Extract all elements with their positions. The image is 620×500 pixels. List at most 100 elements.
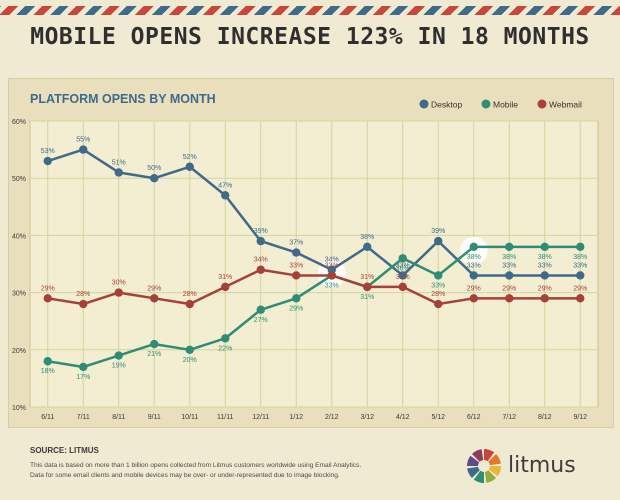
footnote-line-1: This data is based on more than 1 billio…: [30, 462, 362, 469]
data-point-mobile: [576, 242, 585, 252]
data-label-mobile: 18%: [41, 368, 55, 375]
data-label-mobile: 38%: [538, 254, 552, 261]
source-label: SOURCE: LITMUS: [30, 446, 99, 455]
data-point-webmail: [221, 282, 230, 292]
data-label-desktop: 34%: [325, 257, 339, 264]
data-label-desktop: 50%: [147, 165, 161, 172]
data-label-desktop: 51%: [112, 159, 126, 166]
data-point-desktop: [469, 271, 478, 280]
data-point-desktop: [576, 271, 585, 280]
data-label-desktop: 47%: [218, 182, 232, 189]
y-tick-label: 50%: [12, 176, 26, 183]
data-label-webmail: 29%: [573, 285, 587, 292]
x-tick-label: 7/12: [502, 414, 516, 421]
footnote-line-2: Data for some email clients and mobile d…: [30, 472, 340, 479]
data-point-desktop: [398, 271, 407, 280]
data-label-webmail: 29%: [41, 285, 55, 292]
data-point-webmail: [576, 294, 585, 303]
data-point-desktop: [434, 236, 443, 246]
wheel-segment: [473, 470, 484, 483]
data-point-mobile: [221, 334, 230, 343]
data-label-desktop: 38%: [360, 234, 374, 241]
data-point-mobile: [256, 305, 265, 314]
x-tick-label: 2/12: [325, 414, 339, 421]
data-point-desktop: [221, 191, 230, 200]
data-point-webmail: [256, 265, 265, 274]
data-label-desktop: 33%: [573, 262, 587, 269]
wheel-segment: [467, 455, 480, 466]
x-tick-label: 1/12: [289, 414, 303, 421]
litmus-wheel-icon: [467, 449, 501, 483]
data-point-webmail: [79, 299, 88, 309]
data-label-mobile: 21%: [147, 351, 161, 358]
x-tick-label: 10/11: [181, 414, 198, 421]
legend-label: Mobile: [493, 100, 518, 110]
x-tick-label: 6/12: [467, 414, 481, 421]
data-label-desktop: 52%: [183, 154, 197, 161]
data-label-mobile: 29%: [289, 305, 303, 312]
data-label-mobile: 17%: [76, 374, 90, 381]
data-point-webmail: [292, 271, 301, 280]
data-point-webmail: [114, 288, 123, 297]
data-point-mobile: [505, 242, 514, 252]
data-point-webmail: [469, 294, 478, 303]
data-point-mobile: [398, 254, 407, 263]
data-point-desktop: [505, 271, 514, 280]
series-line-desktop: [47, 148, 581, 277]
data-label-mobile: 19%: [112, 363, 126, 370]
legend-label: Webmail: [549, 100, 582, 110]
data-label-webmail: 28%: [76, 291, 90, 298]
y-tick-label: 60%: [12, 119, 26, 126]
data-label-mobile: 36%: [396, 265, 410, 272]
y-tick-label: 30%: [12, 291, 26, 298]
wheel-segment: [484, 449, 495, 462]
data-point-desktop: [292, 248, 301, 257]
data-label-desktop: 39%: [431, 228, 445, 235]
data-label-desktop: 33%: [538, 262, 552, 269]
data-point-webmail: [185, 299, 194, 309]
legend-marker: [481, 99, 491, 109]
x-tick-label: 11/11: [217, 414, 234, 421]
data-label-mobile: 38%: [573, 254, 587, 261]
data-label-webmail: 28%: [431, 291, 445, 298]
page-headline: MOBILE OPENS INCREASE 123% IN 18 MONTHS: [30, 24, 590, 50]
data-label-mobile: 33%: [431, 282, 445, 289]
wheel-segment: [484, 470, 497, 483]
data-label-mobile: 20%: [183, 357, 197, 364]
data-label-webmail: 34%: [254, 257, 268, 264]
data-label-webmail: 33%: [325, 262, 339, 269]
data-label-desktop: 33%: [502, 262, 516, 269]
data-label-mobile: 27%: [254, 317, 268, 324]
data-label-mobile: 33%: [325, 282, 339, 289]
y-tick-label: 20%: [12, 348, 26, 355]
data-label-webmail: 31%: [218, 274, 232, 281]
legend-marker: [419, 99, 429, 109]
data-point-desktop: [540, 271, 549, 280]
data-label-webmail: 29%: [467, 285, 481, 292]
data-label-webmail: 29%: [147, 285, 161, 292]
data-label-desktop: 39%: [254, 228, 268, 235]
data-label-desktop: 33%: [467, 262, 481, 269]
data-label-mobile: 38%: [502, 254, 516, 261]
data-point-mobile: [185, 345, 194, 354]
data-label-mobile: 38%: [467, 254, 481, 261]
data-point-webmail: [540, 294, 549, 303]
data-label-webmail: 28%: [183, 291, 197, 298]
data-point-mobile: [469, 242, 478, 252]
x-tick-label: 8/12: [538, 414, 552, 421]
x-tick-label: 8/11: [112, 414, 125, 421]
y-tick-label: 10%: [12, 405, 26, 412]
legend-marker: [537, 99, 547, 109]
x-tick-label: 4/12: [396, 414, 410, 421]
data-point-webmail: [398, 282, 407, 292]
data-point-mobile: [292, 294, 301, 303]
data-point-mobile: [150, 339, 159, 349]
data-point-mobile: [114, 351, 123, 360]
data-label-mobile: 22%: [218, 345, 232, 352]
data-point-webmail: [150, 294, 159, 303]
x-tick-label: 12/11: [252, 414, 269, 421]
data-label-desktop: 55%: [76, 137, 90, 144]
data-point-mobile: [79, 362, 88, 372]
x-tick-label: 6/11: [41, 414, 54, 421]
